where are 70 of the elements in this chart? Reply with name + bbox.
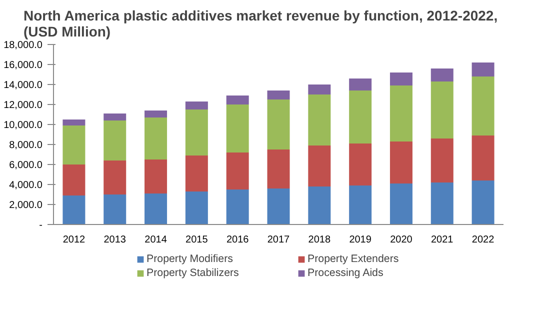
bar	[226, 152, 249, 190]
bar	[62, 126, 86, 164]
bar	[226, 104, 249, 152]
y-tick-label: -	[39, 220, 43, 231]
y-tick-label: 2,000.0	[9, 200, 43, 211]
bar	[472, 136, 494, 180]
bar	[349, 78, 372, 90]
bar	[185, 192, 208, 224]
bar	[62, 120, 86, 126]
bar	[308, 84, 331, 94]
bar	[226, 96, 249, 104]
y-tick-label: 18,000.0	[4, 40, 43, 51]
bar	[185, 110, 208, 156]
bar	[267, 188, 290, 224]
bar	[308, 186, 331, 224]
y-tick-label: 12,000.0	[4, 100, 43, 111]
bar	[144, 110, 168, 118]
y-tick-label: 6,000.0	[9, 160, 43, 171]
bar	[349, 90, 372, 144]
bar	[267, 100, 290, 150]
bar	[390, 184, 412, 224]
x-tick-label: 2020	[390, 234, 413, 246]
y-tick-label: 16,000.0	[4, 60, 43, 71]
x-tick-label: 2018	[308, 234, 331, 246]
bar	[472, 76, 494, 136]
bar	[430, 68, 454, 82]
y-tick-label: 10,000.0	[4, 120, 43, 131]
bar	[472, 180, 494, 224]
bar	[308, 146, 331, 186]
x-tick-label: 2015	[186, 234, 208, 246]
bar	[185, 156, 208, 192]
y-tick-label: 4,000.0	[9, 180, 43, 191]
bar	[390, 142, 412, 184]
bar	[226, 190, 249, 224]
x-tick-label: 2014	[144, 234, 168, 246]
bar	[104, 160, 126, 194]
bar	[185, 102, 208, 110]
bar	[62, 196, 86, 224]
bar	[104, 114, 126, 120]
bar	[430, 138, 454, 182]
bar	[144, 118, 168, 160]
legend-label: Property Stabilizers	[146, 266, 240, 280]
legend-label: Property Modifiers	[146, 252, 234, 266]
y-tick-label: 8,000.0	[9, 140, 43, 151]
bar	[267, 150, 290, 188]
bar	[104, 120, 126, 160]
bar	[144, 160, 168, 194]
bar	[430, 182, 454, 224]
bar	[349, 144, 372, 186]
bar	[144, 194, 168, 224]
x-tick-label: 2017	[267, 234, 290, 246]
chart-title: North America plastic additives market revenue by function, 2012-2022, (USD Million)	[24, 8, 498, 40]
x-tick-label: 2019	[349, 234, 372, 246]
bar	[267, 90, 290, 100]
bar	[472, 62, 494, 76]
bar	[390, 86, 412, 142]
x-tick-label: 2013	[104, 234, 126, 246]
bar	[104, 194, 126, 224]
bar	[349, 186, 372, 224]
bar	[390, 72, 412, 86]
legend-label: Property Extenders	[308, 252, 400, 266]
legend-label: Processing Aids	[308, 266, 384, 280]
x-tick-label: 2021	[431, 234, 454, 246]
y-tick-label: 14,000.0	[4, 80, 43, 91]
bar	[430, 82, 454, 138]
x-tick-label: 2022	[472, 234, 495, 246]
bar	[308, 94, 331, 146]
x-tick-label: 2012	[62, 234, 86, 246]
bar	[62, 164, 86, 196]
x-tick-label: 2016	[226, 234, 250, 246]
